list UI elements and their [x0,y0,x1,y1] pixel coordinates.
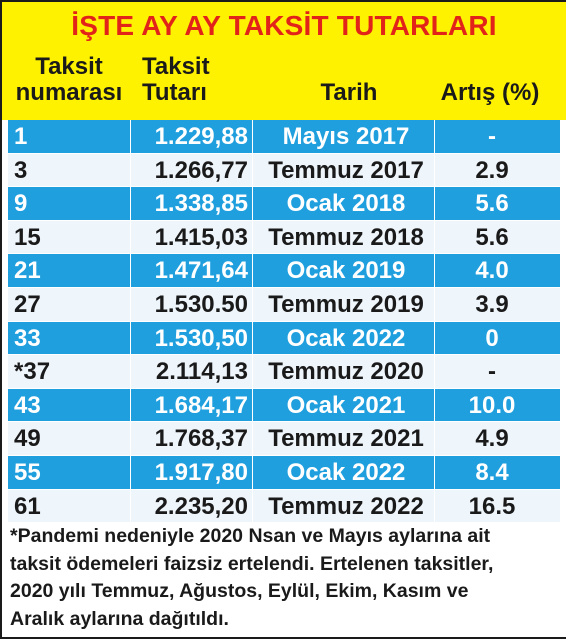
cell-date: Ocak 2022 [286,324,406,352]
page-title: İŞTE AY AY TAKSİT TUTARLARI [71,10,497,41]
footnote: *Pandemi nedeniyle 2020 Nsan ve Mayıs ay… [10,523,558,633]
cell-number: 27 [14,290,41,318]
cell-amount: 1.917,80 [154,458,248,486]
column-divider [434,120,435,523]
cell-date: Temmuz 2017 [268,156,424,184]
cell-amount: 1.266,77 [154,156,248,184]
cell-amount: 1.684,17 [154,391,248,419]
header-installment-amount-line1: Taksit [142,53,210,80]
cell-number: 21 [14,257,41,285]
cell-increase: 3.9 [475,290,509,318]
cell-date: Temmuz 2018 [268,223,424,251]
cell-number: 61 [14,492,41,520]
cell-increase: 5.6 [475,223,509,251]
cell-date: Temmuz 2019 [268,290,424,318]
cell-date: Temmuz 2022 [268,492,424,520]
cell-date: Ocak 2021 [286,391,406,419]
table-row: 3 1.266,77 Temmuz 2017 2.9 [8,153,560,188]
cell-number: 1 [14,123,28,150]
header-installment-number-line1: Taksit [35,53,103,80]
table-header: Taksit numarası Taksit Tutarı Tarih Artı… [8,46,560,116]
cell-date: Temmuz 2021 [268,425,424,453]
cell-increase: - [488,123,496,150]
cell-increase: 2.9 [475,156,509,184]
cell-date: Temmuz 2020 [268,358,424,386]
table-row: 15 1.415,03 Temmuz 2018 5.6 [8,220,560,255]
cell-amount: 1.768,37 [154,425,248,453]
table-row: 49 1.768,37 Temmuz 2021 4.9 [8,422,560,456]
cell-increase: 16.5 [468,492,516,520]
cell-number: 9 [14,190,28,218]
cell-increase: - [488,358,496,386]
cell-number: *37 [14,358,51,386]
footnote-line: taksit ödemeleri faizsiz ertelendi. Erte… [10,552,494,575]
table-body: 1 1.229,88 Mayıs 2017 - 3 1.266,77 Temmuz 201… [8,120,560,524]
cell-increase: 0 [485,324,499,352]
header-increase: Artış (%) [440,79,540,106]
cell-amount: 1.471,64 [154,257,248,285]
footnote-line: Aralık aylarına dağıtıldı. [10,607,229,630]
cell-amount: 2.235,20 [154,492,248,520]
cell-amount: 1.415,03 [154,223,248,251]
cell-increase: 5.6 [475,190,509,218]
cell-date: Ocak 2018 [286,190,406,218]
cell-number: 43 [14,391,41,419]
cell-increase: 10.0 [468,391,516,419]
header-installment-number-line2: numarası [15,79,123,106]
cell-amount: 1.338,85 [154,190,248,218]
column-divider [252,120,253,523]
cell-number: 3 [14,156,28,184]
table-row: 43 1.684,17 Ocak 2021 10.0 [8,388,560,423]
cell-number: 55 [14,458,41,486]
cell-increase: 4.9 [475,425,509,453]
header-installment-amount: Taksit Tutarı [142,54,252,106]
table-row: 33 1.530,50 Ocak 2022 0 [8,321,560,356]
cell-increase: 4.0 [475,257,509,285]
table-row: 9 1.338,85 Ocak 2018 5.6 [8,187,560,221]
cell-increase: 8.4 [475,458,509,486]
cell-date: Ocak 2019 [286,257,406,285]
footnote-line: *Pandemi nedeniyle 2020 Nsan ve Mayıs ay… [10,525,491,547]
header-installment-amount-line2: Tutarı [142,79,207,106]
cell-date: Mayıs 2017 [282,123,410,150]
cell-amount: 1.530.50 [154,290,248,318]
cell-number: 49 [14,425,41,453]
cell-date: Ocak 2022 [286,458,406,486]
table-row: 1 1.229,88 Mayıs 2017 - [8,120,560,154]
header-date: Tarih [320,79,378,106]
column-divider [130,120,131,523]
cell-number: 33 [14,324,41,352]
header-background [2,2,566,120]
table-row: 21 1.471,64 Ocak 2019 4.0 [8,254,560,288]
footnote-line: 2020 yılı Temmuz, Ağustos, Eylül, Ekim, … [10,580,469,602]
table-row: 55 1.917,80 Ocak 2022 8.4 [8,455,560,490]
header-installment-number: Taksit numarası [10,54,128,106]
cell-amount: 1.229,88 [154,123,248,150]
cell-number: 15 [14,223,41,251]
cell-amount: 1.530,50 [154,324,248,352]
cell-amount: 2.114,13 [155,358,248,386]
table-row: *37 2.114,13 Temmuz 2020 - [8,355,560,389]
table-row: 27 1.530.50 Temmuz 2019 3.9 [8,287,560,322]
table-row: 61 2.235,20 Temmuz 2022 16.5 [8,489,560,524]
